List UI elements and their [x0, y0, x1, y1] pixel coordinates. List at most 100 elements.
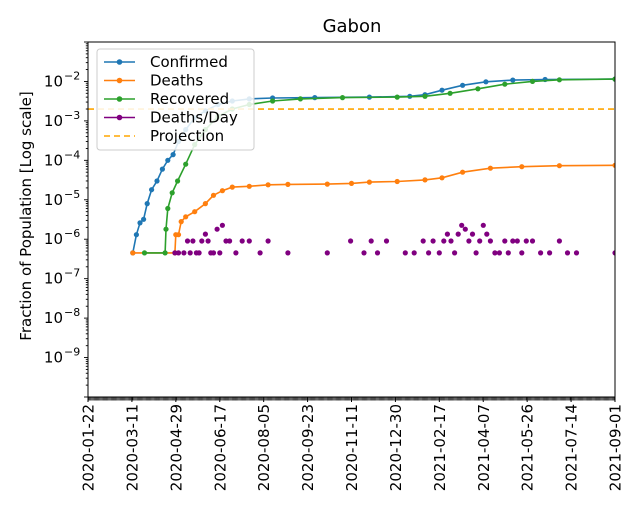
x-tick-label: 2020-03-11 — [123, 404, 141, 491]
deaths-day-point — [205, 238, 211, 244]
x-tick-label: 2020-08-05 — [255, 404, 273, 491]
y-tick-exponent: −9 — [64, 346, 80, 359]
deaths-day-point — [462, 226, 468, 232]
deaths-day-point — [257, 250, 263, 256]
confirmed-point — [149, 187, 155, 193]
confirmed-point — [141, 216, 147, 222]
recovered-point — [422, 93, 428, 99]
deaths-point — [202, 201, 208, 207]
deaths-day-point — [246, 238, 252, 244]
confirmed-point — [170, 152, 176, 158]
y-tick-label: 10 — [44, 112, 63, 130]
deaths-day-point — [411, 250, 417, 256]
confirmed-point — [439, 87, 445, 93]
deaths-day-point — [426, 250, 432, 256]
legend-box — [96, 48, 255, 151]
y-tick-exponent: −7 — [64, 267, 80, 280]
recovered-point — [475, 86, 481, 92]
recovered-point — [162, 250, 168, 256]
legend-item-deaths: Deaths — [104, 72, 203, 90]
deaths-day-point — [184, 238, 191, 244]
x-tick-label: 2021-02-17 — [431, 404, 449, 491]
legend-item-deaths-day: Deaths/Day — [104, 109, 238, 127]
y-tick-exponent: −5 — [64, 188, 80, 201]
y-tick-exponent: −8 — [64, 306, 80, 319]
deaths-day-point — [383, 238, 390, 244]
legend-label: Recovered — [150, 90, 229, 108]
deaths-point — [219, 188, 225, 194]
deaths-day-point — [519, 250, 525, 256]
deaths-day-point — [492, 250, 498, 256]
deaths-point — [439, 175, 445, 181]
deaths-day-point — [233, 250, 239, 256]
confirmed-point — [460, 82, 466, 88]
deaths-point — [612, 162, 615, 168]
deaths-day-point — [459, 222, 465, 228]
deaths-point — [183, 214, 189, 220]
deaths-day-point — [487, 238, 493, 244]
deaths-point — [246, 183, 252, 189]
x-tick-label: 2020-06-17 — [211, 404, 229, 491]
legend-item-recovered: Recovered — [104, 90, 229, 108]
deaths-day-point — [444, 231, 450, 237]
deaths-day-point — [505, 250, 511, 256]
deaths-day-point — [573, 250, 580, 256]
deaths-day-point — [227, 238, 233, 244]
deaths-day-point — [324, 250, 330, 256]
deaths-day-point — [285, 250, 291, 256]
deaths-point — [285, 181, 291, 187]
legend-label: Confirmed — [150, 53, 228, 71]
deaths-day-point — [181, 250, 187, 256]
deaths-point — [175, 232, 182, 238]
legend: ConfirmedDeathsRecoveredDeaths/DayProjec… — [96, 48, 255, 151]
deaths-point — [366, 179, 372, 185]
deaths-day-point — [210, 250, 217, 256]
deaths-day-point — [466, 238, 472, 244]
legend-label: Deaths/Day — [150, 109, 238, 127]
recovered-point — [183, 161, 189, 167]
confirmed-point — [510, 77, 516, 83]
deaths-day-point — [187, 250, 193, 256]
deaths-day-point — [484, 231, 490, 237]
confirmed-point — [165, 157, 171, 163]
confirmed-point — [154, 178, 160, 184]
deaths-day-point — [190, 238, 196, 244]
deaths-day-point — [175, 250, 182, 256]
recovered-point — [394, 94, 400, 100]
deaths-point — [348, 180, 355, 186]
deaths-day-point — [202, 231, 208, 237]
x-tick-label: 2020-12-30 — [387, 404, 405, 491]
deaths-point — [130, 250, 136, 256]
deaths-day-point — [448, 238, 454, 244]
deaths-day-point — [420, 238, 426, 244]
deaths-day-point — [199, 238, 205, 244]
deaths-day-point — [441, 238, 447, 244]
deaths-day-point — [529, 238, 536, 244]
recovered-point — [502, 81, 508, 87]
deaths-day-point — [477, 238, 483, 244]
x-tick-label: 2021-05-26 — [519, 404, 537, 491]
y-tick-label: 10 — [44, 72, 63, 90]
deaths-day-point — [469, 231, 476, 237]
deaths-point — [460, 169, 466, 175]
recovered-point — [163, 226, 169, 232]
y-tick-exponent: −6 — [64, 227, 80, 240]
recovered-point — [612, 76, 615, 82]
deaths-day-point — [564, 250, 571, 256]
deaths-day-point — [452, 250, 458, 256]
deaths-day-point — [436, 250, 442, 256]
y-tick-exponent: −4 — [64, 148, 80, 161]
deaths-point — [422, 177, 428, 183]
confirmed-point — [137, 220, 143, 226]
deaths-day-point — [455, 231, 461, 237]
deaths-day-point — [402, 250, 408, 256]
y-tick-label: 10 — [44, 230, 63, 248]
legend-label: Deaths — [150, 72, 203, 90]
deaths-day-point — [348, 238, 354, 244]
deaths-day-point — [217, 250, 223, 256]
legend-item-confirmed: Confirmed — [104, 53, 228, 71]
x-tick-label: 2021-04-07 — [475, 404, 493, 491]
deaths-day-point — [223, 238, 229, 244]
deaths-day-point — [219, 222, 225, 228]
